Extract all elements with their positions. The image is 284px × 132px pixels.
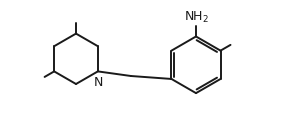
- Text: N: N: [94, 76, 103, 89]
- Text: NH$_2$: NH$_2$: [185, 10, 210, 25]
